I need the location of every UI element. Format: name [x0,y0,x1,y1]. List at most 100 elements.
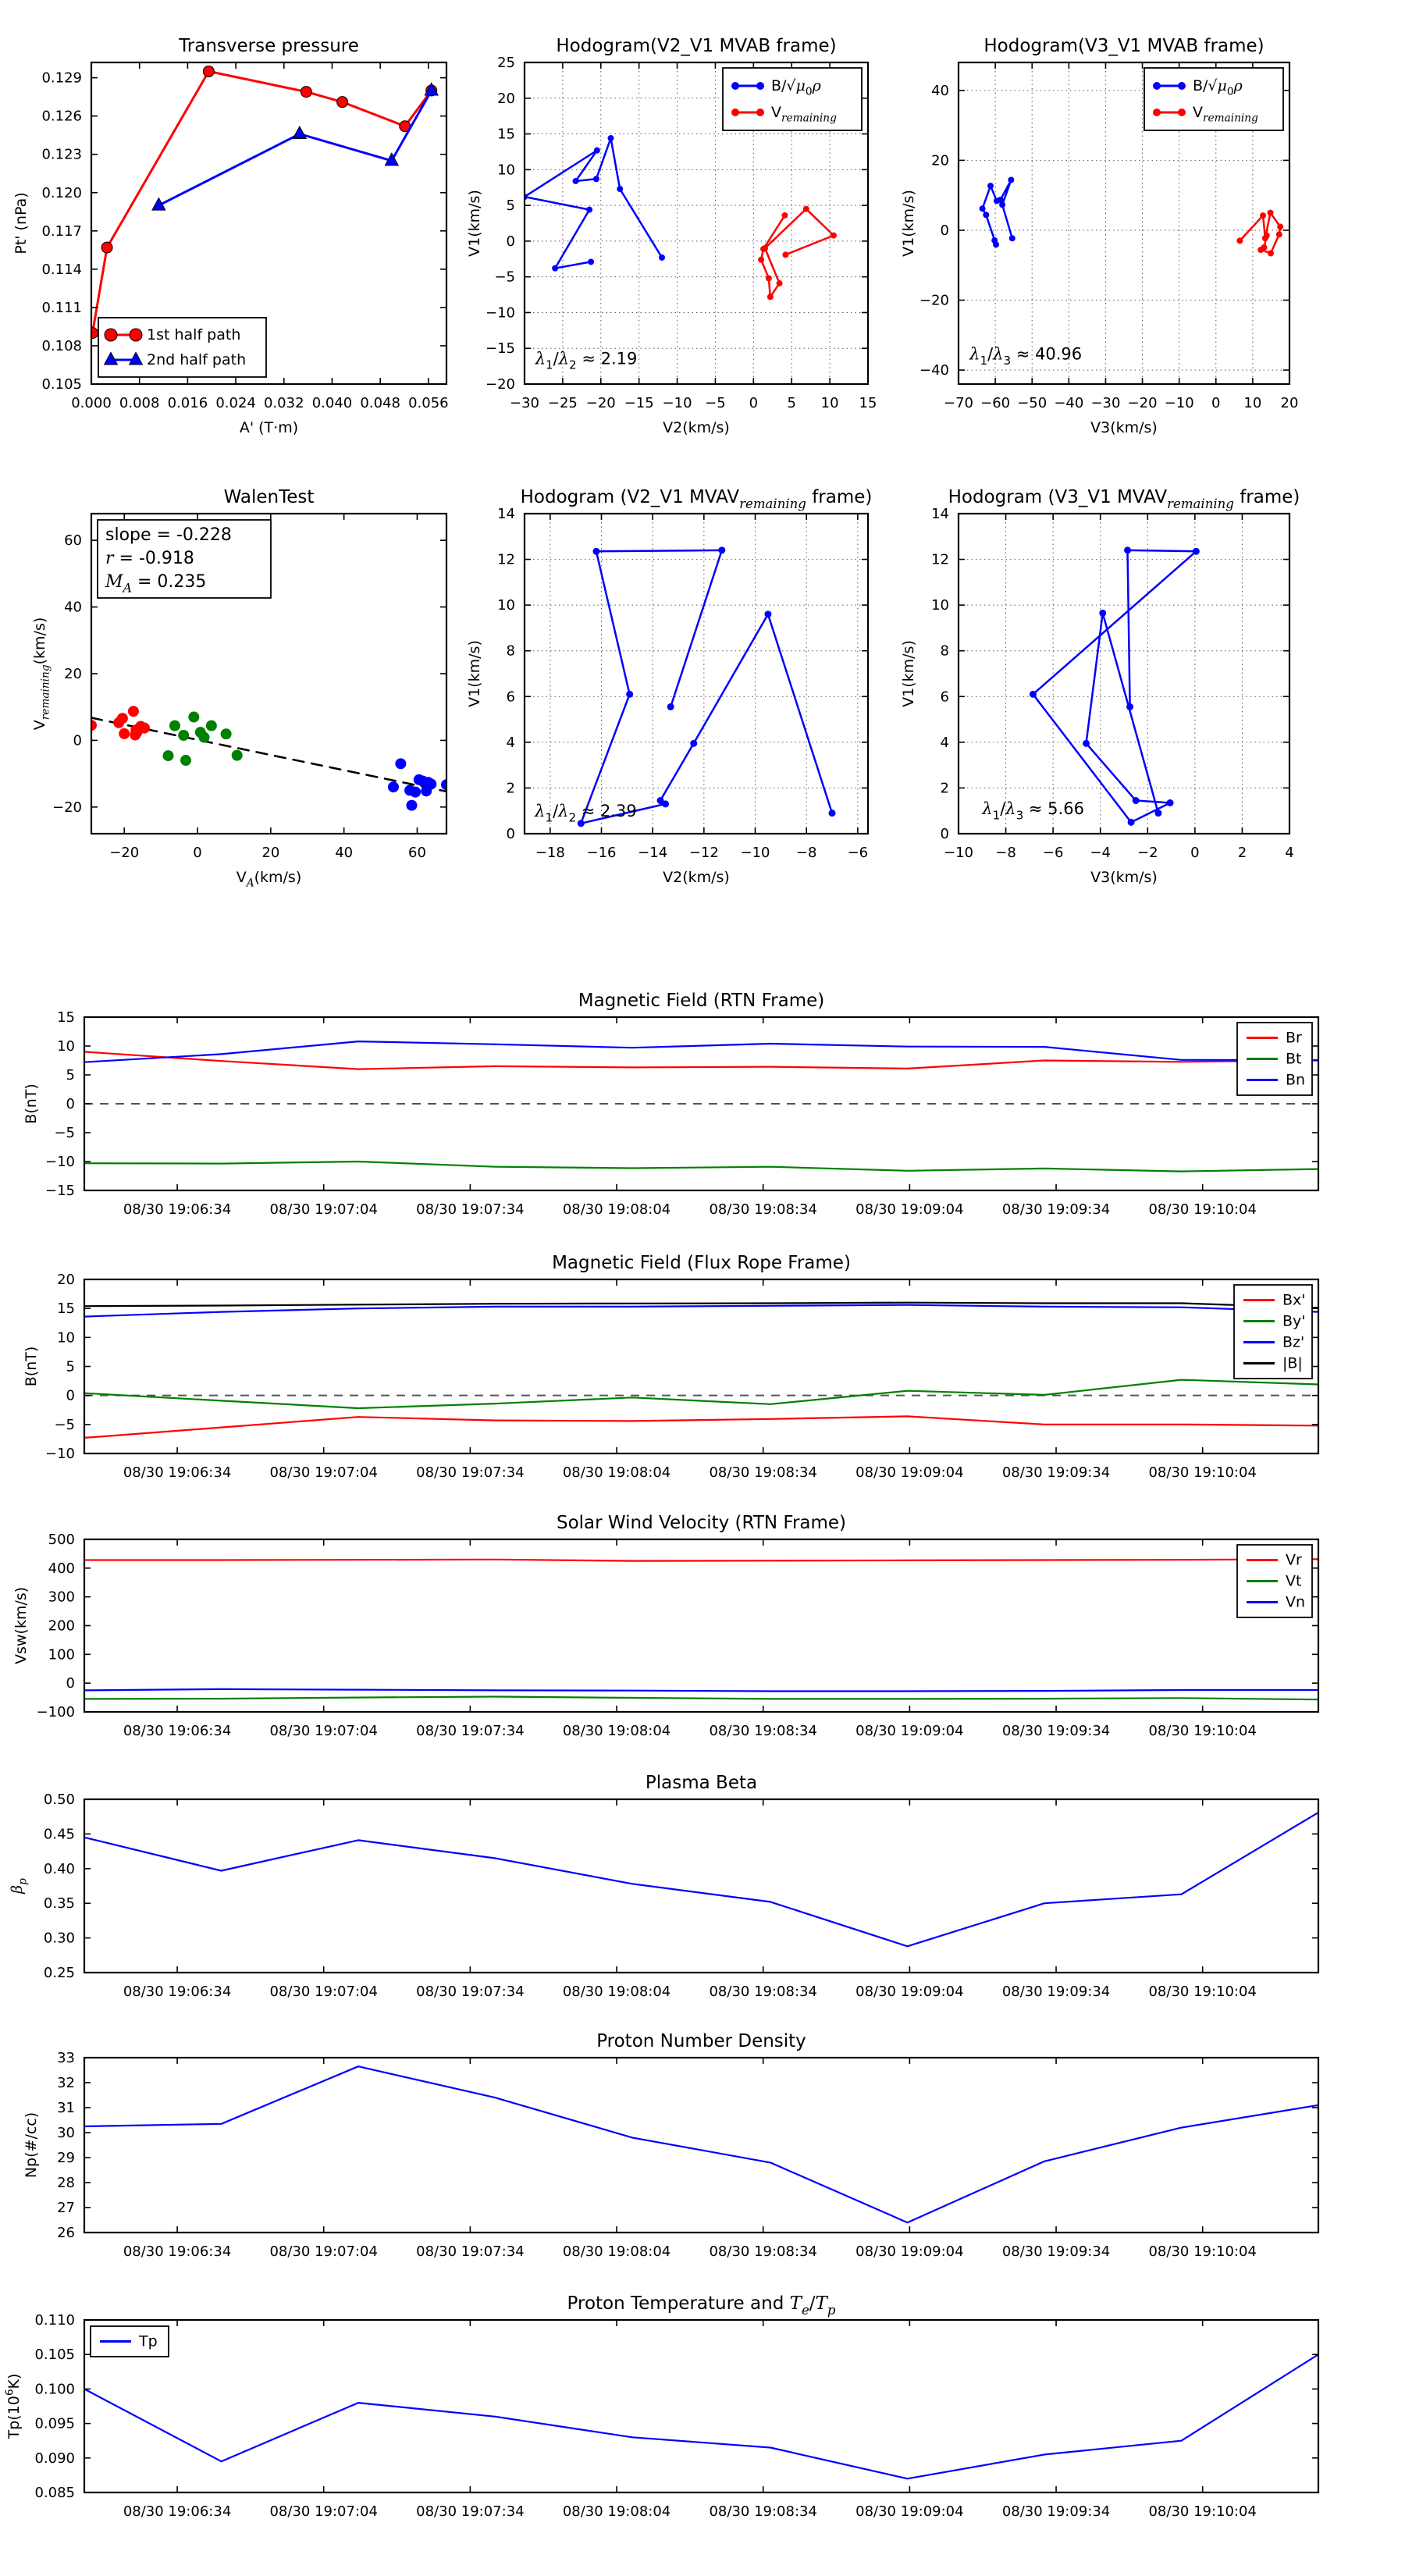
y-tick-label: 0.123 [41,147,82,163]
y-tick-label: 0.114 [41,262,82,278]
legend-entry-label: |B| [1282,1355,1303,1372]
ticks [958,513,1290,834]
axes-frame [523,61,870,386]
x-tick-label: −6 [1043,845,1064,861]
y-tick-label: 10 [497,597,515,614]
y-tick-label: 31 [57,2100,75,2116]
plot-title: Solar Wind Velocity (RTN Frame) [557,1513,846,1533]
x-axis-label: VA(km/s) [237,869,302,890]
stats-line: r = -0.918 [105,549,194,568]
y-tick-label: 0 [66,1096,75,1112]
x-tick-label: −50 [1017,395,1047,411]
x-tick-label: 08/30 19:07:34 [416,1201,524,1218]
x-tick-label: 10 [1243,395,1261,411]
y-tick-label: 6 [507,688,515,705]
plot-hodogram-v3v1-mvab: −70 −60 −50 −40 −30 −20 −10 0 10 20 −40 −20 0 20 40 Hod… [900,36,1298,436]
y-tick-label: 0.090 [34,2450,75,2467]
x-axis-label: A' (T·m) [240,419,298,436]
grid [525,513,868,834]
x-tick-label: 08/30 19:09:34 [1002,1984,1110,2000]
y-axis-label: V1(km/s) [900,640,917,707]
y-tick-label: 0.45 [44,1826,75,1842]
plot-title: Hodogram (V3_V1 MVAVremaining frame) [948,487,1300,511]
ticks [84,2319,1318,2493]
y-tick-label: 0.50 [44,1791,75,1808]
plot-title: Hodogram (V2_V1 MVAVremaining frame) [521,487,873,511]
series-group [84,1558,1319,1701]
x-tick-label: 10 [821,395,839,411]
annotation: λ1/λ2 ≈ 2.19 [535,349,638,372]
y-axis-label: V1(km/s) [466,190,483,257]
annotation: λ1/λ3 ≈ 40.96 [969,345,1082,368]
annotation: λ1/λ3 ≈ 5.66 [981,799,1084,822]
y-tick-label: 0.35 [44,1895,75,1912]
dot-marker [1029,690,1037,698]
legend: 1st half path 2nd half path [98,317,267,378]
dot-marker [659,254,665,261]
x-tick-label: 08/30 19:07:04 [269,2243,377,2260]
legend-entry-label: Tp [138,2333,158,2350]
x-tick-label: −10 [741,845,770,861]
dot-marker [1126,703,1134,710]
dot-marker [718,546,726,554]
plot-solar-wind-velocity: 08/30 19:06:34 08/30 19:07:04 08/30 19:07:… [12,1513,1320,1739]
plot-title: Hodogram(V3_V1 MVAB frame) [984,36,1264,56]
triangle-marker [424,82,439,96]
series-group [524,135,837,301]
x-tick-label: 0.024 [215,395,256,411]
y-tick-label: 12 [497,552,515,568]
x-tick-label: −25 [548,395,578,411]
x-tick-label: 2 [1238,845,1247,861]
dot-marker [997,196,1004,203]
plot-title: Proton Number Density [596,2031,806,2051]
plot-mag-field-rtn: 08/30 19:06:34 08/30 19:07:04 08/30 19:07:… [23,991,1320,1218]
series-1st half path [91,69,433,335]
legend-entry-label: 1st half path [147,326,240,343]
dot-marker [593,147,600,154]
series-group [84,1301,1319,1439]
plot-title: Plasma Beta [646,1773,757,1793]
y-tick-label: 0.085 [34,2485,75,2501]
x-tick-label: 08/30 19:10:04 [1148,1723,1256,1739]
y-tick-label: 8 [507,643,515,660]
y-tick-label: 15 [497,126,515,143]
x-tick-label: 40 [335,845,353,861]
y-tick-label: 20 [57,1272,75,1288]
legend-entry-label: 2nd half path [147,351,246,368]
dot-marker [1153,109,1161,116]
y-tick-label: 2 [941,780,949,796]
x-tick-label: 08/30 19:08:04 [563,1464,670,1481]
dot-marker [607,135,614,142]
y-tick-label: 0 [73,732,82,749]
y-axis-label: Pt' (nPa) [12,192,30,254]
dot-marker [425,778,437,790]
y-tick-label: −20 [486,376,515,393]
x-tick-label: −70 [944,395,973,411]
dot-marker [1178,109,1186,116]
y-tick-label: 25 [497,55,515,71]
x-tick-label: 08/30 19:08:34 [709,2243,816,2260]
y-tick-label: −5 [54,1417,75,1433]
y-axis-label: Vsw(km/s) [12,1587,30,1664]
dot-marker [762,245,768,252]
triangle-marker [128,351,144,365]
x-tick-label: 08/30 19:06:34 [123,1984,231,2000]
ticks [84,1279,1318,1454]
x-tick-label: −20 [109,845,139,861]
dot-marker [1260,212,1267,219]
x-tick-label: −10 [944,845,973,861]
ticks [91,514,446,834]
dot-marker [731,82,739,90]
y-tick-label: 0.126 [41,109,82,125]
y-tick-label: 100 [48,1646,75,1663]
y-tick-label: 26 [57,2225,75,2241]
y-tick-label: 0.095 [34,2416,75,2432]
dot-marker [1267,209,1274,216]
x-tick-label: 08/30 19:07:04 [269,1723,377,1739]
dot-marker [1099,609,1107,617]
y-tick-label: 5 [66,1359,75,1375]
dot-marker [178,730,190,742]
triangle-marker [151,197,166,211]
series-Np [84,2065,1319,2224]
triangle-marker [384,152,400,166]
